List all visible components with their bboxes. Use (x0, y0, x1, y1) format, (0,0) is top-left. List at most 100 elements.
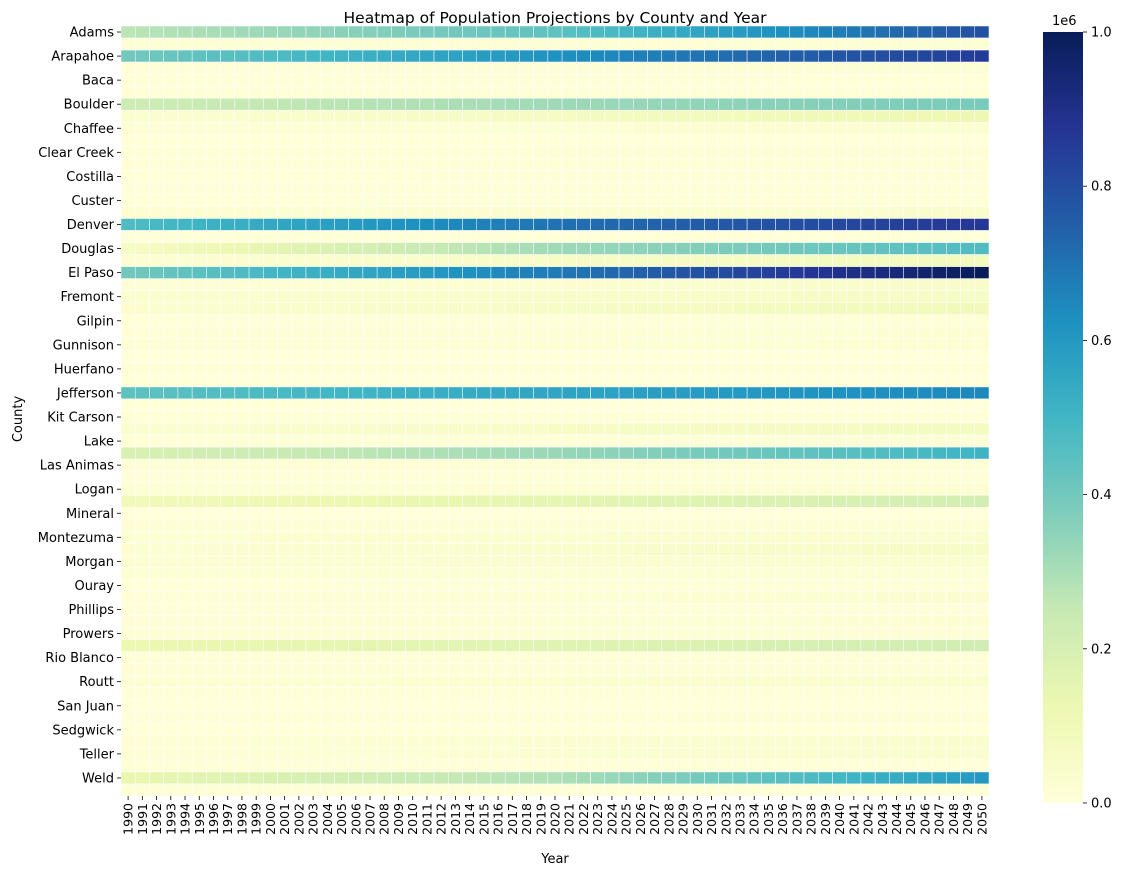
heatmap-cell (718, 615, 734, 628)
heatmap-cell (263, 422, 278, 436)
heatmap-cell (661, 254, 677, 267)
heatmap-cell (561, 482, 577, 496)
heatmap-cell (818, 194, 833, 207)
heatmap-cell (476, 266, 492, 279)
heatmap-cell (191, 218, 207, 231)
heatmap-cell (120, 567, 136, 580)
heatmap-cell (590, 675, 606, 688)
heatmap-cell (248, 543, 264, 556)
heatmap-cell (134, 170, 150, 183)
heatmap-cell (931, 374, 947, 388)
heatmap-cell (248, 314, 264, 328)
heatmap-cell (305, 507, 321, 520)
heatmap-cell (860, 158, 876, 171)
heatmap-cell (903, 278, 919, 291)
heatmap-cell (633, 422, 648, 436)
heatmap-cell (263, 723, 278, 737)
heatmap-cell (732, 170, 748, 183)
heatmap-cell (405, 675, 421, 688)
heatmap-cell (163, 158, 179, 171)
heatmap-cell (633, 771, 648, 785)
heatmap-cell (903, 218, 919, 231)
heatmap-cell (547, 651, 563, 664)
heatmap-cell (405, 49, 421, 63)
heatmap-cell (889, 567, 904, 580)
heatmap-cell (362, 350, 378, 364)
heatmap-cell (191, 699, 207, 713)
heatmap-cell (604, 314, 620, 328)
heatmap-cell (675, 254, 691, 267)
heatmap-cell (846, 627, 862, 640)
heatmap-cell (590, 543, 606, 556)
heatmap-cell (903, 615, 919, 628)
heatmap-cell (874, 663, 890, 676)
heatmap-cell (889, 25, 904, 39)
heatmap-cell (561, 555, 577, 568)
heatmap-cell (931, 603, 947, 616)
heatmap-cell (277, 410, 292, 424)
heatmap-cell (206, 158, 221, 171)
heatmap-cell (547, 519, 563, 532)
heatmap-cell (419, 398, 435, 412)
heatmap-cell (761, 422, 776, 436)
heatmap-cell (448, 422, 463, 436)
heatmap-cell (846, 507, 862, 520)
heatmap-cell (191, 603, 207, 616)
heatmap-cell (362, 362, 378, 376)
heatmap-cell (917, 49, 933, 63)
heatmap-cell (120, 290, 136, 303)
heatmap-cell (618, 230, 634, 243)
heatmap-cell (120, 507, 136, 520)
heatmap-cell (604, 555, 620, 568)
heatmap-cell (775, 482, 791, 496)
heatmap-cell (647, 266, 662, 279)
heatmap-cell (761, 302, 776, 316)
heatmap-cell (490, 446, 506, 460)
heatmap-cell (177, 699, 193, 713)
heatmap-cell (405, 470, 421, 484)
heatmap-cell (974, 194, 990, 207)
heatmap-cell (946, 290, 961, 303)
heatmap-cell (191, 386, 207, 400)
heatmap-cell (604, 350, 620, 364)
heatmap-cell (319, 314, 335, 328)
heatmap-cell (348, 603, 364, 616)
heatmap-cell (504, 458, 520, 472)
heatmap-cell (448, 699, 463, 713)
heatmap-cell (533, 759, 549, 773)
heatmap-cell (604, 494, 620, 508)
heatmap-cell (960, 675, 976, 688)
heatmap-cell (519, 410, 534, 424)
heatmap-cell (704, 458, 719, 472)
heatmap-cell (319, 326, 335, 340)
heatmap-cell (704, 519, 719, 532)
heatmap-cell (732, 507, 748, 520)
heatmap-cell (305, 194, 321, 207)
heatmap-cell (391, 218, 406, 231)
heatmap-cell (248, 230, 264, 243)
heatmap-cell (391, 122, 406, 135)
x-tick-label: 2005 (334, 803, 349, 835)
heatmap-cell (832, 194, 847, 207)
heatmap-cell (405, 314, 421, 328)
heatmap-cell (974, 266, 990, 279)
heatmap-cell (405, 687, 421, 700)
heatmap-cell (191, 362, 207, 376)
heatmap-cell (761, 591, 776, 604)
heatmap-cell (533, 771, 549, 785)
heatmap-cell (917, 783, 933, 797)
heatmap-cell (604, 37, 620, 51)
heatmap-cell (391, 109, 406, 123)
heatmap-cell (391, 507, 406, 520)
heatmap-cell (860, 567, 876, 580)
heatmap-cell (917, 290, 933, 303)
heatmap-cell (917, 230, 933, 243)
heatmap-cell (604, 579, 620, 592)
heatmap-cell (334, 122, 349, 135)
heatmap-cell (220, 242, 236, 255)
heatmap-cell (263, 458, 278, 472)
heatmap-cell (761, 350, 776, 364)
heatmap-cell (448, 651, 463, 664)
heatmap-cell (348, 134, 364, 147)
heatmap-cell (391, 494, 406, 508)
